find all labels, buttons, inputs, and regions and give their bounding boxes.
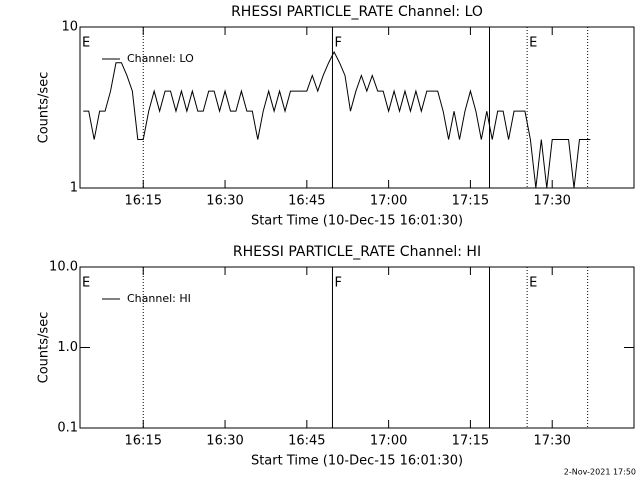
- x-axis-label: Start Time (10-Dec-15 16:01:30): [251, 214, 463, 229]
- x-axis-label: Start Time (10-Dec-15 16:01:30): [251, 454, 463, 469]
- x-tick-label: 16:30: [206, 194, 243, 209]
- y-axis-label: Counts/sec: [37, 72, 52, 144]
- plot-frame: [79, 26, 635, 189]
- y-axis-label: Counts/sec: [37, 312, 52, 384]
- event-label: E: [82, 276, 90, 291]
- chart-title: RHESSI PARTICLE_RATE Channel: HI: [233, 244, 481, 260]
- event-label: F: [334, 36, 341, 51]
- y-tick-label: 10: [61, 20, 78, 35]
- x-tick-label: 16:45: [288, 434, 325, 449]
- legend-label: Channel: LO: [127, 52, 194, 65]
- data-line: [83, 50, 591, 189]
- x-tick-label: 17:30: [533, 434, 570, 449]
- x-tick-label: 17:15: [452, 434, 489, 449]
- x-tick-label: 17:00: [370, 194, 407, 209]
- x-tick-label: 16:15: [125, 194, 162, 209]
- event-label: F: [334, 276, 341, 291]
- event-label: E: [82, 36, 90, 51]
- y-tick-label: 1.0: [57, 340, 78, 355]
- y-tick-label: 1: [70, 181, 78, 196]
- chart-title: RHESSI PARTICLE_RATE Channel: LO: [231, 4, 483, 20]
- x-tick-label: 17:15: [452, 194, 489, 209]
- event-label: E: [529, 36, 537, 51]
- x-tick-label: 17:00: [370, 434, 407, 449]
- footer: 2-Nov-2021 17:50: [564, 468, 636, 477]
- legend-label: Channel: HI: [127, 292, 191, 305]
- event-label: E: [529, 276, 537, 291]
- x-tick-label: 17:30: [533, 194, 570, 209]
- x-tick-label: 16:15: [125, 434, 162, 449]
- y-tick-label: 0.1: [57, 421, 78, 436]
- x-tick-label: 16:30: [206, 434, 243, 449]
- x-tick-label: 16:45: [288, 194, 325, 209]
- y-tick-label: 10.0: [49, 260, 78, 275]
